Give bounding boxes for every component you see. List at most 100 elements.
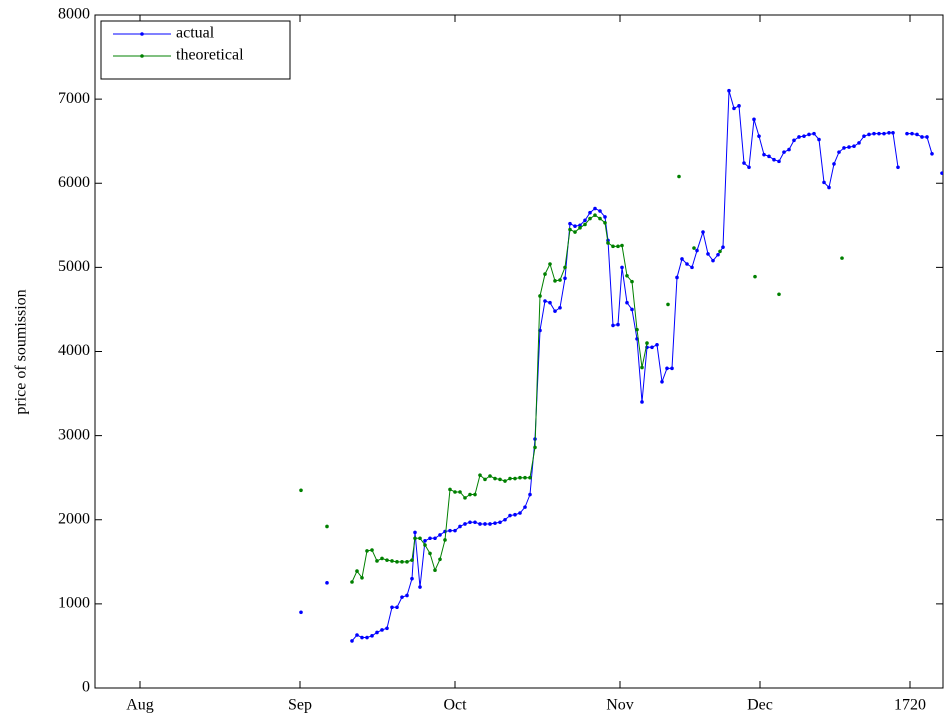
x-tick-label: Dec (747, 697, 773, 714)
data-point (737, 104, 741, 108)
data-point (625, 273, 629, 278)
data-point (882, 131, 886, 136)
x-tick-label: 1720 (894, 697, 926, 714)
data-point (660, 379, 664, 384)
data-point (645, 341, 649, 345)
data-point (782, 150, 786, 154)
data-point (822, 180, 826, 185)
data-point (299, 610, 303, 615)
data-point (488, 522, 492, 526)
data-point (528, 475, 532, 480)
data-point (513, 512, 517, 517)
data-point (690, 265, 694, 270)
data-point (433, 536, 437, 541)
data-point (905, 131, 909, 136)
data-point (852, 144, 856, 149)
data-point (762, 152, 766, 157)
data-point (428, 551, 432, 556)
data-point (558, 278, 562, 282)
legend-marker (140, 32, 144, 36)
data-point (375, 630, 379, 635)
data-point (718, 249, 722, 254)
data-point (606, 241, 610, 245)
data-point (375, 559, 379, 563)
data-point (498, 477, 502, 482)
data-point (418, 536, 422, 541)
data-point (578, 226, 582, 230)
data-point (692, 246, 696, 250)
data-point (630, 279, 634, 284)
data-point (413, 530, 417, 535)
data-point (635, 327, 639, 332)
data-point (400, 560, 404, 564)
data-point (677, 174, 681, 179)
data-point (563, 276, 567, 281)
data-point (493, 476, 497, 481)
data-point (433, 568, 437, 573)
data-point (325, 581, 329, 585)
data-point (370, 634, 374, 638)
data-point (543, 299, 547, 303)
data-point (463, 522, 467, 526)
data-point (802, 134, 806, 138)
data-point (558, 305, 562, 310)
data-point (568, 221, 572, 226)
data-point (777, 159, 781, 164)
data-point (380, 556, 384, 561)
legend-label: actual (176, 25, 215, 42)
data-point (523, 505, 527, 509)
data-point (867, 132, 871, 137)
data-point (583, 222, 587, 227)
y-tick-label: 6000 (58, 174, 90, 191)
data-point (488, 474, 492, 478)
data-point (685, 262, 689, 266)
data-point (573, 224, 577, 228)
data-point (792, 138, 796, 143)
data-point (385, 626, 389, 631)
data-point (443, 538, 447, 542)
data-point (553, 309, 557, 313)
data-point (837, 150, 841, 154)
data-point (423, 538, 427, 543)
data-point (757, 134, 761, 138)
data-point (423, 543, 427, 547)
data-point (593, 206, 597, 211)
legend-label: theoretical (176, 47, 244, 64)
y-tick-label: 3000 (58, 426, 90, 443)
data-point (518, 475, 522, 480)
data-point (578, 223, 582, 228)
data-point (395, 560, 399, 564)
legend-marker (140, 54, 144, 58)
data-point (611, 244, 615, 249)
data-point (753, 274, 757, 279)
data-point (891, 130, 895, 135)
data-point (473, 492, 477, 497)
data-point (548, 262, 552, 266)
data-point (523, 475, 527, 480)
data-point (616, 244, 620, 249)
data-point (468, 520, 472, 525)
data-point (395, 605, 399, 610)
data-point (625, 300, 629, 305)
data-point (588, 216, 592, 221)
data-point (655, 342, 659, 347)
data-point (355, 633, 359, 637)
y-tick-label: 2000 (58, 510, 90, 527)
data-point (827, 185, 831, 190)
data-point (350, 639, 354, 643)
data-point (711, 258, 715, 263)
data-point (721, 245, 725, 249)
data-point (350, 580, 354, 584)
data-point (603, 215, 607, 219)
legend-box (100, 20, 291, 80)
data-point (370, 548, 374, 552)
data-point (847, 145, 851, 149)
data-point (742, 161, 746, 165)
data-point (930, 152, 934, 156)
y-tick-label: 0 (82, 679, 90, 696)
data-point (857, 141, 861, 145)
data-point (767, 154, 771, 159)
data-point (630, 307, 634, 312)
data-point (508, 476, 512, 481)
y-axis-label: price of soumission (13, 289, 30, 414)
